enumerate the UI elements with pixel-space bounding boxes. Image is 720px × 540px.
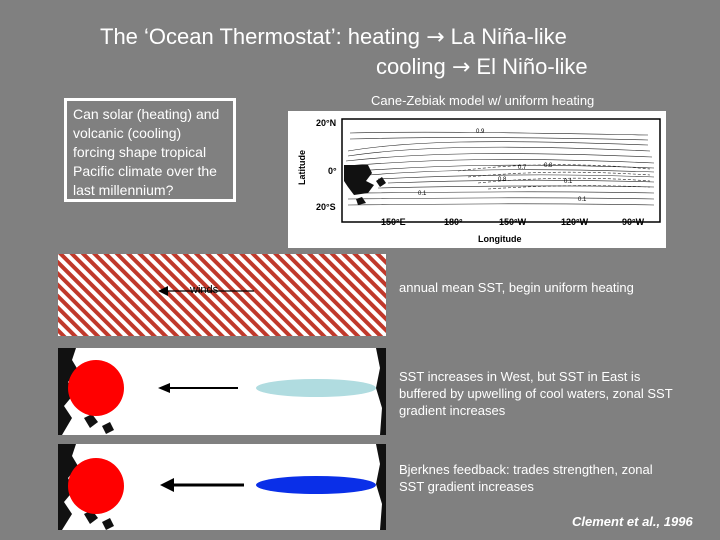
panel-1-caption: annual mean SST, begin uniform heating <box>399 280 634 295</box>
uniform-heating-hatch <box>58 254 386 336</box>
x-tick-label: 180° <box>444 217 463 227</box>
title-line-2-suffix: El Niño-like <box>470 54 588 79</box>
x-axis-label: Longitude <box>478 234 522 244</box>
land-masses <box>58 444 386 530</box>
model-contour-svg: 0.9 0.8 0.7 0.8 0.1 0.1 0.1 20°N 0° 20°S… <box>297 118 661 244</box>
contour-label: 0.9 <box>476 129 485 135</box>
model-contour-map: 0.9 0.8 0.7 0.8 0.1 0.1 0.1 20°N 0° 20°S… <box>288 111 666 248</box>
y-axis-label: Latitude <box>297 150 307 185</box>
contour-lines <box>345 131 655 206</box>
warm-pool <box>68 360 124 416</box>
citation-credit: Clement et al., 1996 <box>572 514 693 529</box>
cold-tongue <box>256 476 376 494</box>
panel-3-svg <box>58 444 386 530</box>
contour-label: 0.1 <box>578 197 587 203</box>
panel-bjerknes-feedback <box>58 444 386 530</box>
title-line-1: The ‘Ocean Thermostat’: heating → La Niñ… <box>100 24 567 50</box>
panel-west-warming <box>58 348 386 435</box>
title-line-2: cooling → El Niño-like <box>376 54 588 80</box>
dashed-contours <box>457 164 651 190</box>
right-arrow-icon: → <box>451 55 471 80</box>
x-tick-label: 120°W <box>561 217 589 227</box>
warm-pool <box>68 458 124 514</box>
arrow-head-icon <box>158 286 168 296</box>
x-tick-label: 150°W <box>499 217 527 227</box>
title-line-2-prefix: cooling <box>376 54 452 79</box>
title-line-1-suffix: La Niña-like <box>444 24 567 49</box>
winds-label: winds <box>189 284 219 296</box>
y-tick-label: 20°N <box>316 118 336 128</box>
panel-2-svg <box>58 348 386 435</box>
x-tick-label: 150°E <box>381 217 406 227</box>
contour-label: 0.7 <box>518 165 527 171</box>
y-tick-label: 0° <box>328 166 337 176</box>
land-masses <box>58 348 386 435</box>
contour-label: 0.8 <box>498 177 507 183</box>
contour-label: 0.1 <box>564 179 573 185</box>
title-line-1-prefix: The ‘Ocean Thermostat’: heating <box>100 24 427 49</box>
panel-1-svg: winds <box>58 254 386 336</box>
right-arrow-icon: → <box>426 25 445 50</box>
arrow-head-icon <box>160 478 174 492</box>
panel-3-caption: Bjerknes feedback: trades strengthen, zo… <box>399 462 653 494</box>
contour-label: 0.1 <box>418 191 427 197</box>
contour-label: 0.8 <box>544 163 553 169</box>
x-tick-label: 90°W <box>622 217 645 227</box>
arrow-head-icon <box>158 383 170 393</box>
model-map-title: Cane-Zebiak model w/ uniform heating <box>371 93 595 108</box>
cold-tongue <box>256 379 376 397</box>
land-masses <box>344 165 386 205</box>
question-box: Can solar (heating) and volcanic (coolin… <box>64 98 236 202</box>
panel-uniform-heating: winds <box>58 254 386 336</box>
panel-2-caption: SST increases in West, but SST in East i… <box>399 369 673 418</box>
y-tick-label: 20°S <box>316 202 336 212</box>
